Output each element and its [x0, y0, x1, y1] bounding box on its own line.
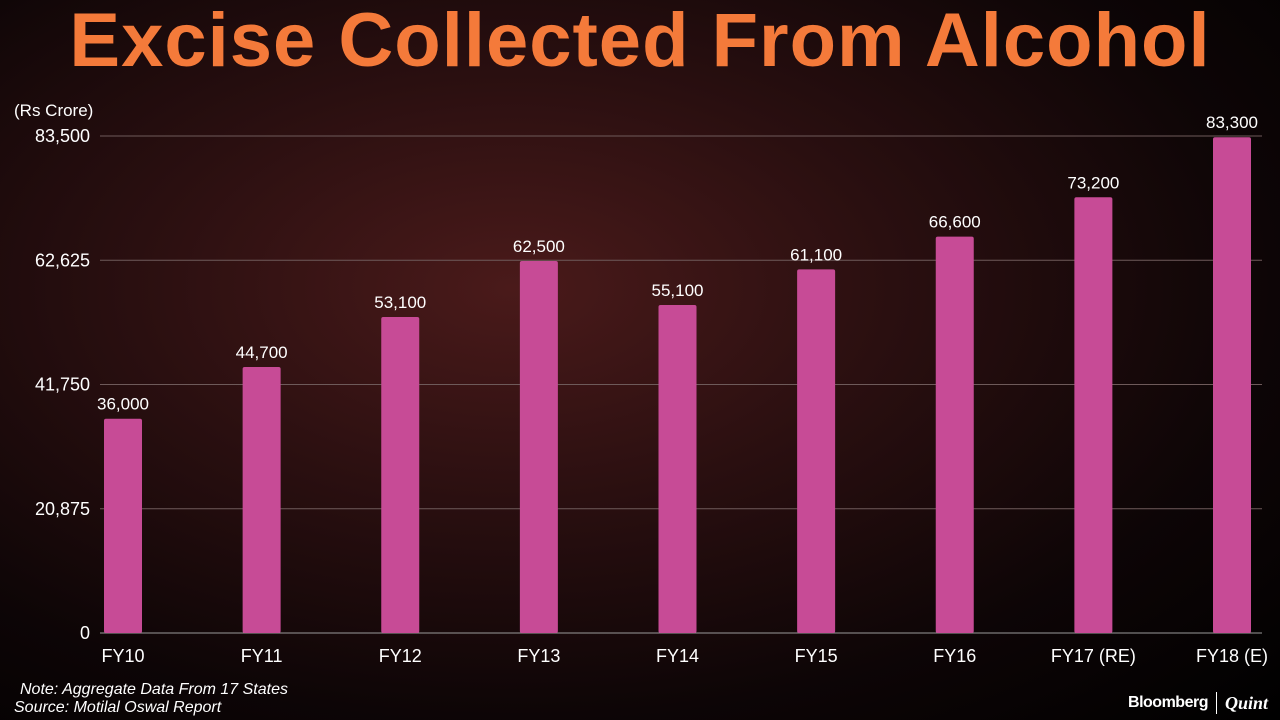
y-tick-label: 20,875 — [35, 499, 90, 519]
x-tick-label: FY18 (E) — [1196, 646, 1268, 666]
y-tick-label: 0 — [80, 623, 90, 643]
note-text: Note: Aggregate Data From 17 States — [20, 681, 288, 698]
x-tick-label: FY16 — [933, 646, 976, 666]
brand-quint: Quint — [1224, 692, 1268, 713]
source-text: Source: Motilal Oswal Report — [14, 699, 222, 716]
x-tick-label: FY11 — [241, 646, 283, 666]
y-tick-label: 41,750 — [35, 375, 90, 395]
bar — [519, 260, 558, 633]
y-tick-label: 83,500 — [35, 126, 90, 146]
data-label: 62,500 — [513, 237, 565, 256]
data-label: 66,600 — [929, 213, 981, 232]
x-tick-label: FY15 — [795, 646, 838, 666]
bar — [242, 366, 281, 633]
x-tick-label: FY12 — [379, 646, 422, 666]
bar — [1074, 197, 1113, 633]
data-label: 44,700 — [236, 343, 288, 362]
bar — [1213, 137, 1251, 633]
y-unit-label: (Rs Crore) — [14, 101, 93, 120]
bar — [104, 418, 142, 633]
footnote: Note: Aggregate Data From 17 States Sour… — [14, 681, 288, 717]
data-label: 61,100 — [790, 245, 842, 264]
data-label: 73,200 — [1067, 173, 1119, 192]
x-tick-label: FY14 — [656, 646, 699, 666]
brand-bloomberg: Bloomberg — [1128, 694, 1208, 711]
x-tick-label: FY10 — [101, 646, 144, 666]
brand-divider — [1215, 692, 1217, 714]
data-label: 83,300 — [1206, 113, 1258, 132]
bar — [658, 305, 697, 633]
x-tick-label: FY13 — [517, 646, 560, 666]
data-label: 36,000 — [97, 395, 149, 414]
bar — [797, 269, 836, 633]
bar — [381, 316, 420, 633]
brand-logo: Bloomberg Quint — [1128, 692, 1268, 714]
bar — [935, 236, 974, 633]
y-tick-label: 62,625 — [35, 250, 90, 270]
data-label: 55,100 — [652, 281, 704, 300]
data-label: 53,100 — [374, 293, 426, 312]
x-tick-label: FY17 (RE) — [1051, 646, 1136, 666]
chart-title: Excise Collected From Alcohol — [69, 0, 1211, 83]
